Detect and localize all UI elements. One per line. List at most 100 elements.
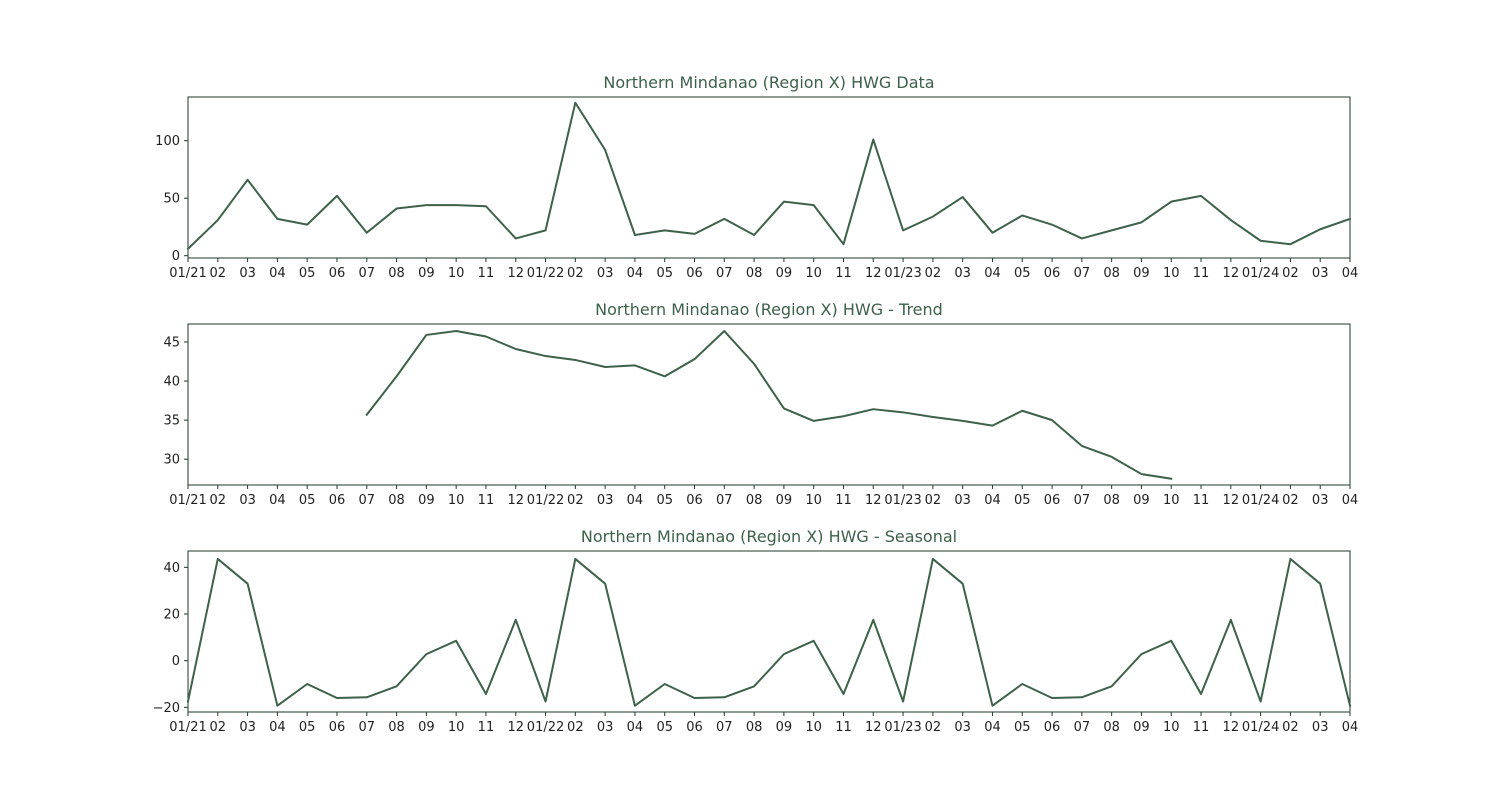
x-tick-label: 02	[210, 266, 227, 281]
chart-title: Northern Mindanao (Region X) HWG Data	[603, 73, 934, 92]
x-tick-label: 11	[478, 720, 495, 735]
data-point	[932, 558, 934, 560]
data-point	[1051, 697, 1053, 699]
data-point	[753, 234, 755, 236]
x-tick-label: 05	[299, 493, 316, 508]
x-tick-label: 06	[686, 720, 703, 735]
data-point	[842, 415, 844, 417]
x-tick-label: 03	[1312, 720, 1329, 735]
data-point	[366, 414, 368, 416]
x-tick-label: 10	[1163, 720, 1180, 735]
x-tick-label: 10	[805, 720, 822, 735]
x-tick-label: 07	[1074, 266, 1091, 281]
data-point	[1111, 229, 1113, 231]
data-point	[485, 693, 487, 695]
x-tick-label: 09	[776, 266, 793, 281]
x-tick-label: 06	[1044, 493, 1061, 508]
x-tick-label: 04	[984, 720, 1001, 735]
x-tick-label: 01/23	[884, 266, 921, 281]
data-point	[783, 653, 785, 655]
x-tick-label: 11	[1193, 493, 1210, 508]
x-tick-label: 11	[478, 493, 495, 508]
data-point	[1111, 685, 1113, 687]
x-tick-label: 06	[1044, 266, 1061, 281]
data-point	[1081, 445, 1083, 447]
x-tick-label: 03	[1312, 493, 1329, 508]
data-point	[842, 693, 844, 695]
data-point	[574, 102, 576, 104]
y-tick-label: 30	[163, 453, 180, 468]
y-tick-label: −20	[153, 701, 180, 716]
data-point	[366, 232, 368, 234]
y-tick-label: 35	[163, 414, 180, 429]
x-tick-label: 01/22	[527, 266, 564, 281]
x-tick-label: 07	[1074, 493, 1091, 508]
x-tick-label: 03	[239, 493, 256, 508]
data-point	[276, 705, 278, 707]
x-tick-label: 08	[746, 493, 763, 508]
data-point	[455, 330, 457, 332]
data-point	[1230, 219, 1232, 221]
x-tick-label: 04	[1342, 493, 1359, 508]
data-point	[425, 204, 427, 206]
data-point	[336, 697, 338, 699]
data-point	[753, 363, 755, 365]
data-point	[694, 358, 696, 360]
data-point	[396, 208, 398, 210]
x-tick-label: 10	[805, 266, 822, 281]
x-tick-label: 04	[269, 493, 286, 508]
x-tick-label: 02	[210, 720, 227, 735]
data-point	[694, 697, 696, 699]
x-tick-label: 06	[329, 266, 346, 281]
data-point	[1170, 478, 1172, 480]
data-point	[813, 420, 815, 422]
data-point	[902, 229, 904, 231]
x-tick-label: 02	[1282, 266, 1299, 281]
x-tick-label: 08	[388, 493, 405, 508]
x-tick-label: 02	[1282, 720, 1299, 735]
x-tick-label: 11	[1193, 720, 1210, 735]
x-tick-label: 06	[329, 720, 346, 735]
x-tick-label: 12	[507, 720, 524, 735]
x-tick-label: 10	[448, 266, 465, 281]
data-point	[247, 583, 249, 585]
data-point	[664, 683, 666, 685]
data-point	[634, 705, 636, 707]
data-point	[1021, 410, 1023, 412]
x-tick-label: 11	[835, 720, 852, 735]
data-point	[1200, 195, 1202, 197]
data-point	[813, 640, 815, 642]
x-tick-label: 12	[1223, 266, 1240, 281]
x-tick-label: 01/22	[527, 720, 564, 735]
y-tick-label: 20	[163, 608, 180, 623]
data-point	[1319, 228, 1321, 230]
x-tick-label: 01/24	[1242, 266, 1279, 281]
x-tick-label: 02	[925, 493, 942, 508]
axes-frame	[187, 96, 1351, 259]
y-tick-label: 100	[155, 134, 180, 149]
data-point	[1140, 221, 1142, 223]
x-tick-label: 07	[358, 266, 375, 281]
data-point	[932, 416, 934, 418]
x-tick-label: 09	[776, 720, 793, 735]
x-tick-label: 01/24	[1242, 493, 1279, 508]
x-tick-label: 04	[984, 493, 1001, 508]
data-point	[1260, 701, 1262, 703]
data-point	[664, 229, 666, 231]
data-point	[694, 233, 696, 235]
data-point	[276, 218, 278, 220]
data-point	[1230, 619, 1232, 621]
x-tick-label: 11	[1193, 266, 1210, 281]
x-tick-label: 02	[210, 493, 227, 508]
data-point	[1349, 705, 1351, 707]
data-point	[306, 224, 308, 226]
x-tick-label: 07	[1074, 720, 1091, 735]
data-point	[306, 683, 308, 685]
x-tick-label: 04	[1342, 266, 1359, 281]
data-point	[902, 411, 904, 413]
data-point	[1081, 696, 1083, 698]
data-point	[1140, 473, 1142, 475]
x-tick-label: 01/21	[169, 720, 206, 735]
data-point	[783, 407, 785, 409]
